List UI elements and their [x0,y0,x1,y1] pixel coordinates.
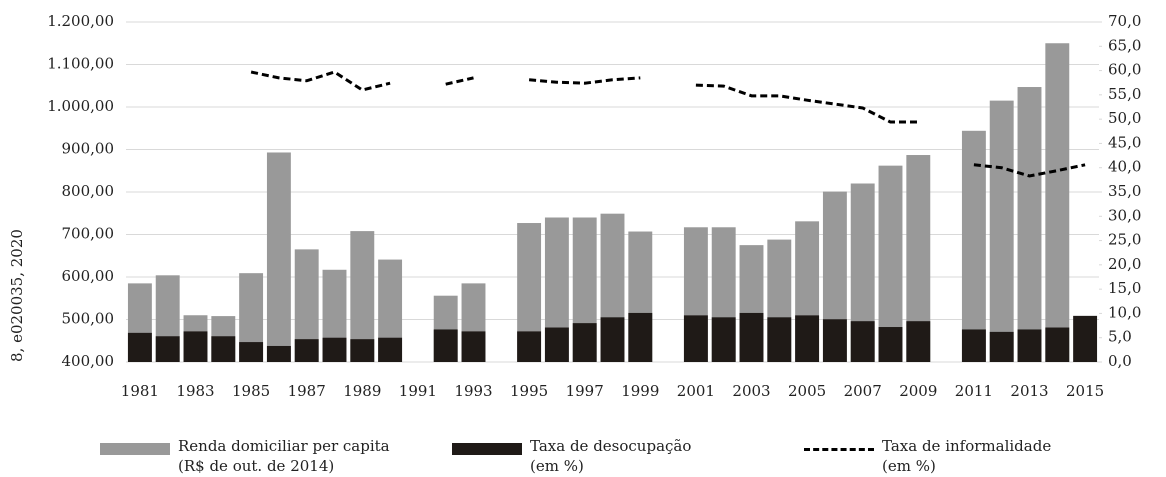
legend: Renda domiciliar per capita (R$ de out. … [100,436,1160,476]
bar [378,259,403,362]
x-tick-label: 2005 [788,382,826,400]
bar [739,312,764,362]
bar [906,321,931,362]
y-tick-label: 1.100,00 [47,55,114,73]
legend-swatch [452,443,522,455]
bar [155,336,180,362]
bar [350,231,375,362]
y-tick-label: 500,00 [62,310,115,328]
bar [239,273,264,362]
x-tick-label: 1993 [454,382,492,400]
x-tick-label: 2015 [1066,382,1104,400]
x-tick-label: 1985 [232,382,270,400]
y2-tick-label: 45,0 [1108,133,1141,151]
bar [628,312,653,362]
bar [767,317,792,362]
bar [961,329,986,362]
y-tick-label: 800,00 [62,182,115,200]
bar [294,249,319,362]
bar [989,331,1014,362]
chart: 8, e020035, 2020 400,00 500,00 600,00 700,0… [8,12,1141,400]
bar [572,323,597,362]
bar [211,336,236,362]
x-tick-label: 1997 [566,382,604,400]
bar [350,339,375,362]
x-tick-label: 1989 [343,382,381,400]
y-tick-label: 600,00 [62,267,115,285]
bar [127,332,152,362]
y2-tick-label: 20,0 [1108,255,1141,273]
x-tick-label: 1995 [510,382,548,400]
y2-tick-label: 60,0 [1108,61,1141,79]
x-tick-label: 1981 [121,382,159,400]
y-tick-label: 900,00 [62,140,115,158]
y2-tick-label: 55,0 [1108,85,1141,103]
y2-tick-label: 70,0 [1108,12,1141,30]
y2-tick-label: 0,0 [1108,352,1132,370]
legend-label: Renda domiciliar per capita (R$ de out. … [178,437,390,475]
bar [878,327,903,362]
bar [1017,329,1042,362]
y2-tick-label: 10,0 [1108,303,1141,321]
x-tick-label: 1991 [399,382,437,400]
y2-tick-label: 25,0 [1108,231,1141,249]
bar [795,315,820,362]
bar [600,317,625,362]
bar [822,319,847,362]
x-tick-label: 2003 [732,382,770,400]
bar [517,223,542,362]
bar [322,337,347,362]
y2-tick-label: 40,0 [1108,158,1141,176]
bar [239,342,264,362]
y2-tick-label: 65,0 [1108,36,1141,54]
bar [544,217,569,362]
bar [1045,43,1070,362]
bar [294,339,319,362]
bar [378,337,403,362]
bar [517,331,542,362]
bar [1045,327,1070,362]
bar [183,331,208,362]
x-tick-label: 1983 [176,382,214,400]
x-tick-label: 1987 [288,382,326,400]
y2-tick-label: 35,0 [1108,182,1141,200]
x-tick-label: 2007 [844,382,882,400]
x-tick-label: 2001 [677,382,715,400]
x-tick-label: 2011 [955,382,993,400]
bar [906,155,931,362]
y2-tick-label: 15,0 [1108,279,1141,297]
bar [850,321,875,362]
y-tick-label: 400,00 [62,352,115,370]
bar [461,331,486,362]
bar [961,130,986,362]
y-tick-label: 1.200,00 [47,12,114,30]
bar [266,345,291,362]
y2-tick-label: 50,0 [1108,109,1141,127]
bar [1017,87,1042,363]
y2-tick-label: 30,0 [1108,206,1141,224]
bar [544,327,569,362]
bar [433,329,458,362]
legend-label: Taxa de desocupação (em %) [530,437,692,475]
x-tick-label: 1999 [621,382,659,400]
side-text: 8, e020035, 2020 [8,229,26,362]
bar [878,165,903,362]
legend-label: Taxa de informalidade (em %) [882,437,1052,475]
y-tick-label: 1.000,00 [47,97,114,115]
y-tick-label: 700,00 [62,225,115,243]
bar [711,317,736,362]
x-tick-label: 2009 [899,382,937,400]
legend-swatch [100,443,170,455]
y2-tick-label: 5,0 [1108,328,1132,346]
bar [266,152,291,362]
bar [850,183,875,362]
line [250,70,1086,178]
bar [989,100,1014,362]
bar [1073,315,1098,362]
legend-swatch [804,448,874,451]
x-tick-label: 2013 [1010,382,1048,400]
bar [683,315,708,362]
